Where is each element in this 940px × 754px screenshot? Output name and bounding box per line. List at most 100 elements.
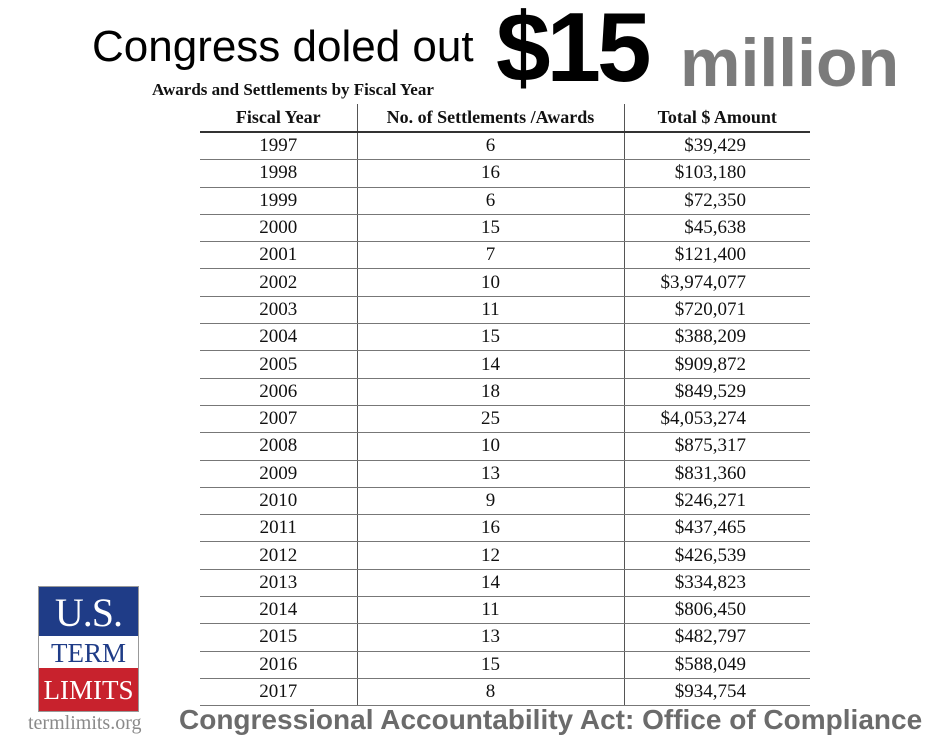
cell-settlements-count: 14 xyxy=(357,569,625,598)
cell-fiscal-year: 1997 xyxy=(200,132,358,161)
cell-settlements-count: 13 xyxy=(357,460,625,488)
cell-total-amount: $246,271 xyxy=(624,487,810,516)
cell-fiscal-year: 2003 xyxy=(200,296,358,325)
cell-fiscal-year: 2014 xyxy=(200,596,358,625)
cell-fiscal-year: 1998 xyxy=(200,159,358,188)
cell-total-amount: $426,539 xyxy=(624,541,810,570)
cell-settlements-count: 10 xyxy=(357,268,625,297)
cell-total-amount: $909,872 xyxy=(624,350,810,379)
cell-settlements-count: 25 xyxy=(357,405,625,434)
cell-fiscal-year: 2011 xyxy=(200,514,358,543)
cell-total-amount: $720,071 xyxy=(624,296,810,325)
cell-total-amount: $934,754 xyxy=(624,678,810,707)
table-row: 2012 12 $426,539 xyxy=(200,541,810,570)
cell-settlements-count: 7 xyxy=(357,241,625,270)
cell-fiscal-year: 2009 xyxy=(200,460,358,488)
table-body: 1997 6 $39,429 1998 16 $103,180 1999 6 $72,350 20… xyxy=(200,132,810,707)
cell-settlements-count: 16 xyxy=(357,159,625,188)
cell-total-amount: $45,638 xyxy=(624,214,810,243)
table-row: 2015 13 $482,797 xyxy=(200,623,810,652)
cell-settlements-count: 9 xyxy=(357,487,625,516)
cell-total-amount: $875,317 xyxy=(624,432,810,461)
website-url: termlimits.org xyxy=(28,712,142,734)
cell-settlements-count: 18 xyxy=(357,378,625,406)
cell-total-amount: $72,350 xyxy=(624,187,810,215)
table-header-row: Fiscal Year No. of Settlements /Awards T… xyxy=(200,104,810,133)
table-row: 2016 15 $588,049 xyxy=(200,651,810,679)
table-row: 2005 14 $909,872 xyxy=(200,350,810,379)
logo-limits-text: LIMITS xyxy=(39,668,138,711)
table-row: 1997 6 $39,429 xyxy=(200,132,810,161)
table-row: 1999 6 $72,350 xyxy=(200,187,810,215)
header-total-amount: Total $ Amount xyxy=(624,104,810,133)
table-row: 2010 9 $246,271 xyxy=(200,487,810,516)
cell-total-amount: $334,823 xyxy=(624,569,810,598)
headline-unit: million xyxy=(680,25,900,101)
cell-settlements-count: 16 xyxy=(357,514,625,543)
table-row: 2009 13 $831,360 xyxy=(200,460,810,488)
cell-fiscal-year: 2008 xyxy=(200,432,358,461)
table-row: 2002 10 $3,974,077 xyxy=(200,268,810,297)
table-row: 2007 25 $4,053,274 xyxy=(200,405,810,434)
table-row: 2014 11 $806,450 xyxy=(200,596,810,625)
table-row: 1998 16 $103,180 xyxy=(200,159,810,188)
header-fiscal-year: Fiscal Year xyxy=(200,104,358,133)
source-caption: Congressional Accountability Act: Office… xyxy=(179,704,923,735)
cell-fiscal-year: 2004 xyxy=(200,323,358,352)
logo-term-text: TERM xyxy=(39,636,138,668)
cell-settlements-count: 10 xyxy=(357,432,625,461)
awards-table: Fiscal Year No. of Settlements /Awards T… xyxy=(200,104,810,707)
cell-total-amount: $806,450 xyxy=(624,596,810,625)
table-row: 2004 15 $388,209 xyxy=(200,323,810,352)
cell-settlements-count: 15 xyxy=(357,651,625,679)
cell-fiscal-year: 2002 xyxy=(200,268,358,297)
cell-settlements-count: 11 xyxy=(357,296,625,325)
cell-fiscal-year: 1999 xyxy=(200,187,358,215)
cell-fiscal-year: 2005 xyxy=(200,350,358,379)
table-row: 2000 15 $45,638 xyxy=(200,214,810,243)
headline-text: Congress doled out xyxy=(92,22,474,71)
cell-fiscal-year: 2015 xyxy=(200,623,358,652)
cell-settlements-count: 6 xyxy=(357,187,625,215)
table-row: 2013 14 $334,823 xyxy=(200,569,810,598)
cell-total-amount: $388,209 xyxy=(624,323,810,352)
cell-total-amount: $121,400 xyxy=(624,241,810,270)
cell-total-amount: $103,180 xyxy=(624,159,810,188)
cell-settlements-count: 12 xyxy=(357,541,625,570)
table-title: Awards and Settlements by Fiscal Year xyxy=(152,80,434,99)
cell-settlements-count: 13 xyxy=(357,623,625,652)
logo-us-text: U.S. xyxy=(39,587,138,636)
cell-total-amount: $4,053,274 xyxy=(624,405,810,434)
cell-fiscal-year: 2006 xyxy=(200,378,358,406)
cell-settlements-count: 8 xyxy=(357,678,625,707)
table-row: 2017 8 $934,754 xyxy=(200,678,810,707)
table-row: 2008 10 $875,317 xyxy=(200,432,810,461)
cell-settlements-count: 6 xyxy=(357,132,625,161)
cell-fiscal-year: 2000 xyxy=(200,214,358,243)
table-row: 2003 11 $720,071 xyxy=(200,296,810,325)
cell-fiscal-year: 2012 xyxy=(200,541,358,570)
cell-fiscal-year: 2010 xyxy=(200,487,358,516)
cell-settlements-count: 15 xyxy=(357,323,625,352)
table-row: 2001 7 $121,400 xyxy=(200,241,810,270)
cell-total-amount: $831,360 xyxy=(624,460,810,488)
cell-fiscal-year: 2001 xyxy=(200,241,358,270)
cell-total-amount: $849,529 xyxy=(624,378,810,406)
cell-total-amount: $482,797 xyxy=(624,623,810,652)
cell-settlements-count: 14 xyxy=(357,350,625,379)
cell-total-amount: $588,049 xyxy=(624,651,810,679)
us-term-limits-logo: U.S. TERM LIMITS xyxy=(38,586,139,712)
headline: Congress doled out $15 million xyxy=(92,0,932,102)
header-settlements-count: No. of Settlements /Awards xyxy=(357,104,625,133)
cell-fiscal-year: 2007 xyxy=(200,405,358,434)
cell-total-amount: $3,974,077 xyxy=(624,268,810,297)
cell-total-amount: $437,465 xyxy=(624,514,810,543)
cell-settlements-count: 11 xyxy=(357,596,625,625)
cell-fiscal-year: 2016 xyxy=(200,651,358,679)
cell-fiscal-year: 2017 xyxy=(200,678,358,707)
cell-settlements-count: 15 xyxy=(357,214,625,243)
headline-amount: $15 xyxy=(496,0,652,102)
table-row: 2006 18 $849,529 xyxy=(200,378,810,406)
table-row: 2011 16 $437,465 xyxy=(200,514,810,543)
cell-fiscal-year: 2013 xyxy=(200,569,358,598)
